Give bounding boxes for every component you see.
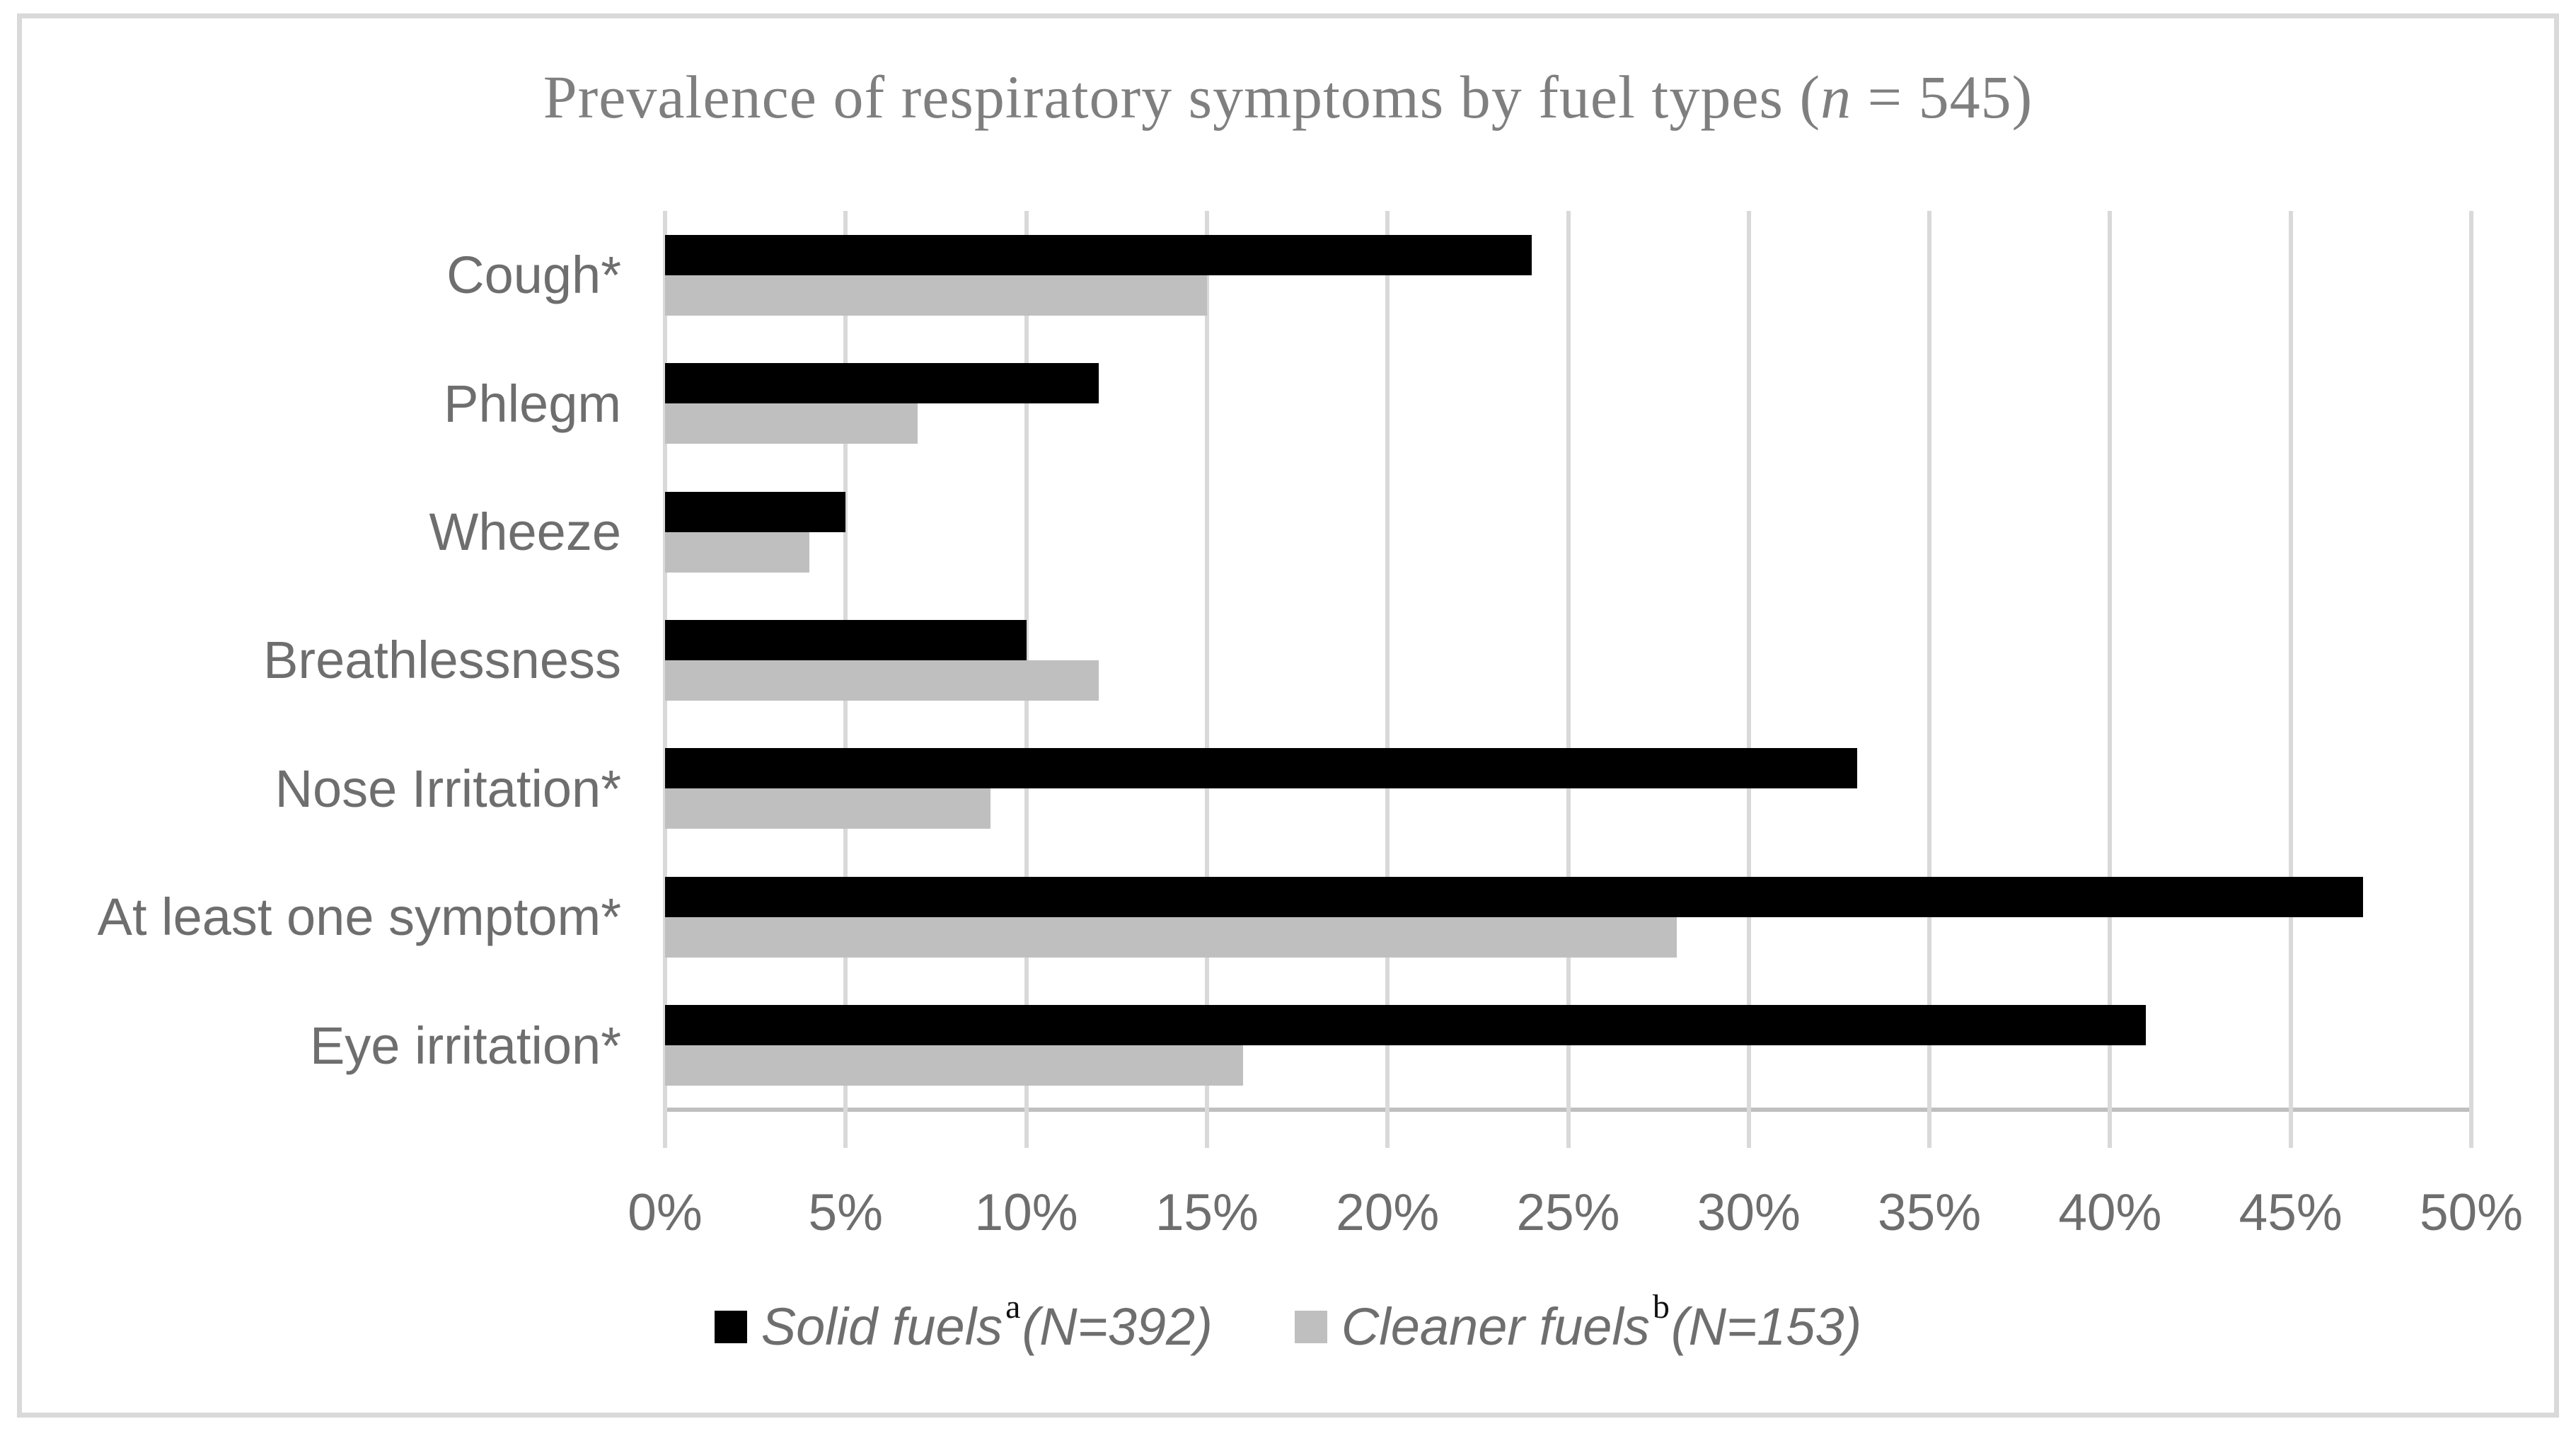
category-band <box>665 982 2471 1110</box>
axis-tick <box>1024 1110 1029 1148</box>
category-label: Eye irritation* <box>309 1016 621 1075</box>
category-band <box>665 853 2471 981</box>
x-axis-tick-label: 0% <box>628 1184 703 1241</box>
category-band <box>665 211 2471 339</box>
bar-cleaner-fuels <box>665 660 1099 701</box>
bar-cleaner-fuels <box>665 275 1207 316</box>
axis-tick <box>663 1110 667 1148</box>
legend-label-cleaner-fuels: Cleaner fuelsb(N=153) <box>1341 1290 1861 1353</box>
gridline <box>2288 211 2293 1110</box>
x-axis-tick-label: 15% <box>1155 1184 1259 1241</box>
plot-area <box>663 211 2473 1148</box>
x-axis-tick-label: 5% <box>808 1184 884 1241</box>
legend-series-n: (N=153) <box>1670 1297 1862 1356</box>
legend-superscript-b: b <box>1652 1288 1670 1326</box>
x-axis-tick-label: 45% <box>2239 1184 2343 1241</box>
category-label: Cough* <box>446 246 621 305</box>
bar-cleaner-fuels <box>665 531 810 573</box>
legend-swatch-solid-fuels <box>714 1311 747 1343</box>
x-axis-tick-label: 35% <box>1878 1184 1982 1241</box>
legend-series-name: Solid fuels <box>761 1297 1003 1356</box>
legend-swatch-cleaner-fuels <box>1294 1311 1327 1343</box>
bar-cleaner-fuels <box>665 1045 1243 1086</box>
category-label: Wheeze <box>429 502 621 562</box>
category-label: Phlegm <box>444 374 621 433</box>
category-band <box>665 596 2471 724</box>
x-axis-tick-label: 10% <box>974 1184 1078 1241</box>
gridline <box>2469 211 2473 1110</box>
x-axis-tick-label: 20% <box>1336 1184 1440 1241</box>
category-label: Breathlessness <box>263 631 621 690</box>
bar-solid-fuels <box>665 363 1099 404</box>
axis-tick <box>843 1110 848 1148</box>
chart-title-prefix: Prevalence of respiratory symptoms by fu… <box>543 63 1821 131</box>
bar-solid-fuels <box>665 1005 2147 1046</box>
legend-item-solid-fuels: Solid fuelsa(N=392) <box>714 1290 1213 1353</box>
x-axis-tick-label: 50% <box>2419 1184 2524 1241</box>
gridline <box>1566 211 1571 1110</box>
legend-series-n: (N=392) <box>1022 1297 1213 1356</box>
axis-tick <box>1204 1110 1209 1148</box>
bar-solid-fuels <box>665 876 2363 917</box>
x-axis-tick-label: 30% <box>1697 1184 1801 1241</box>
chart-title: Prevalence of respiratory symptoms by fu… <box>0 62 2576 132</box>
bar-solid-fuels <box>665 748 1857 789</box>
axis-tick <box>2108 1110 2113 1148</box>
legend-label-solid-fuels: Solid fuelsa(N=392) <box>761 1290 1213 1353</box>
value-axis: 0% 5% 10% 15% 20% 25% 30% 35% 40% 45% 50% <box>628 1183 2523 1247</box>
category-band <box>665 468 2471 596</box>
bar-cleaner-fuels <box>665 788 990 829</box>
bar-solid-fuels <box>665 234 1532 275</box>
legend-series-name: Cleaner fuels <box>1341 1297 1650 1356</box>
bar-solid-fuels <box>665 619 1027 660</box>
category-band <box>665 725 2471 853</box>
gridline <box>1927 211 1932 1110</box>
gridline <box>1385 211 1390 1110</box>
bar-cleaner-fuels <box>665 403 918 444</box>
gridline <box>2108 211 2113 1110</box>
gridline <box>1746 211 1751 1110</box>
axis-tick <box>1746 1110 1751 1148</box>
axis-tick <box>2469 1110 2473 1148</box>
x-axis-tick-label: 25% <box>1516 1184 1620 1241</box>
bar-cleaner-fuels <box>665 916 1677 958</box>
axis-tick <box>2288 1110 2293 1148</box>
legend-superscript-a: a <box>1005 1288 1021 1326</box>
legend-item-cleaner-fuels: Cleaner fuelsb(N=153) <box>1294 1290 1861 1353</box>
chart-title-suffix: = 545) <box>1852 63 2033 131</box>
x-axis-tick-label: 40% <box>2058 1184 2162 1241</box>
chart-title-n: n <box>1820 63 1852 131</box>
bar-solid-fuels <box>665 491 846 532</box>
category-label: At least one symptom* <box>97 887 621 947</box>
axis-tick <box>1927 1110 1932 1148</box>
legend: Solid fuelsa(N=392) Cleaner fuelsb(N=153… <box>0 1290 2576 1353</box>
axis-tick <box>1385 1110 1390 1148</box>
category-axis: Cough* Phlegm Wheeze Breathlessness Nose Irr… <box>21 211 621 1110</box>
axis-tick <box>1566 1110 1571 1148</box>
gridline <box>1204 211 1209 1110</box>
category-label: Nose Irritation* <box>275 759 621 818</box>
category-band <box>665 339 2471 467</box>
